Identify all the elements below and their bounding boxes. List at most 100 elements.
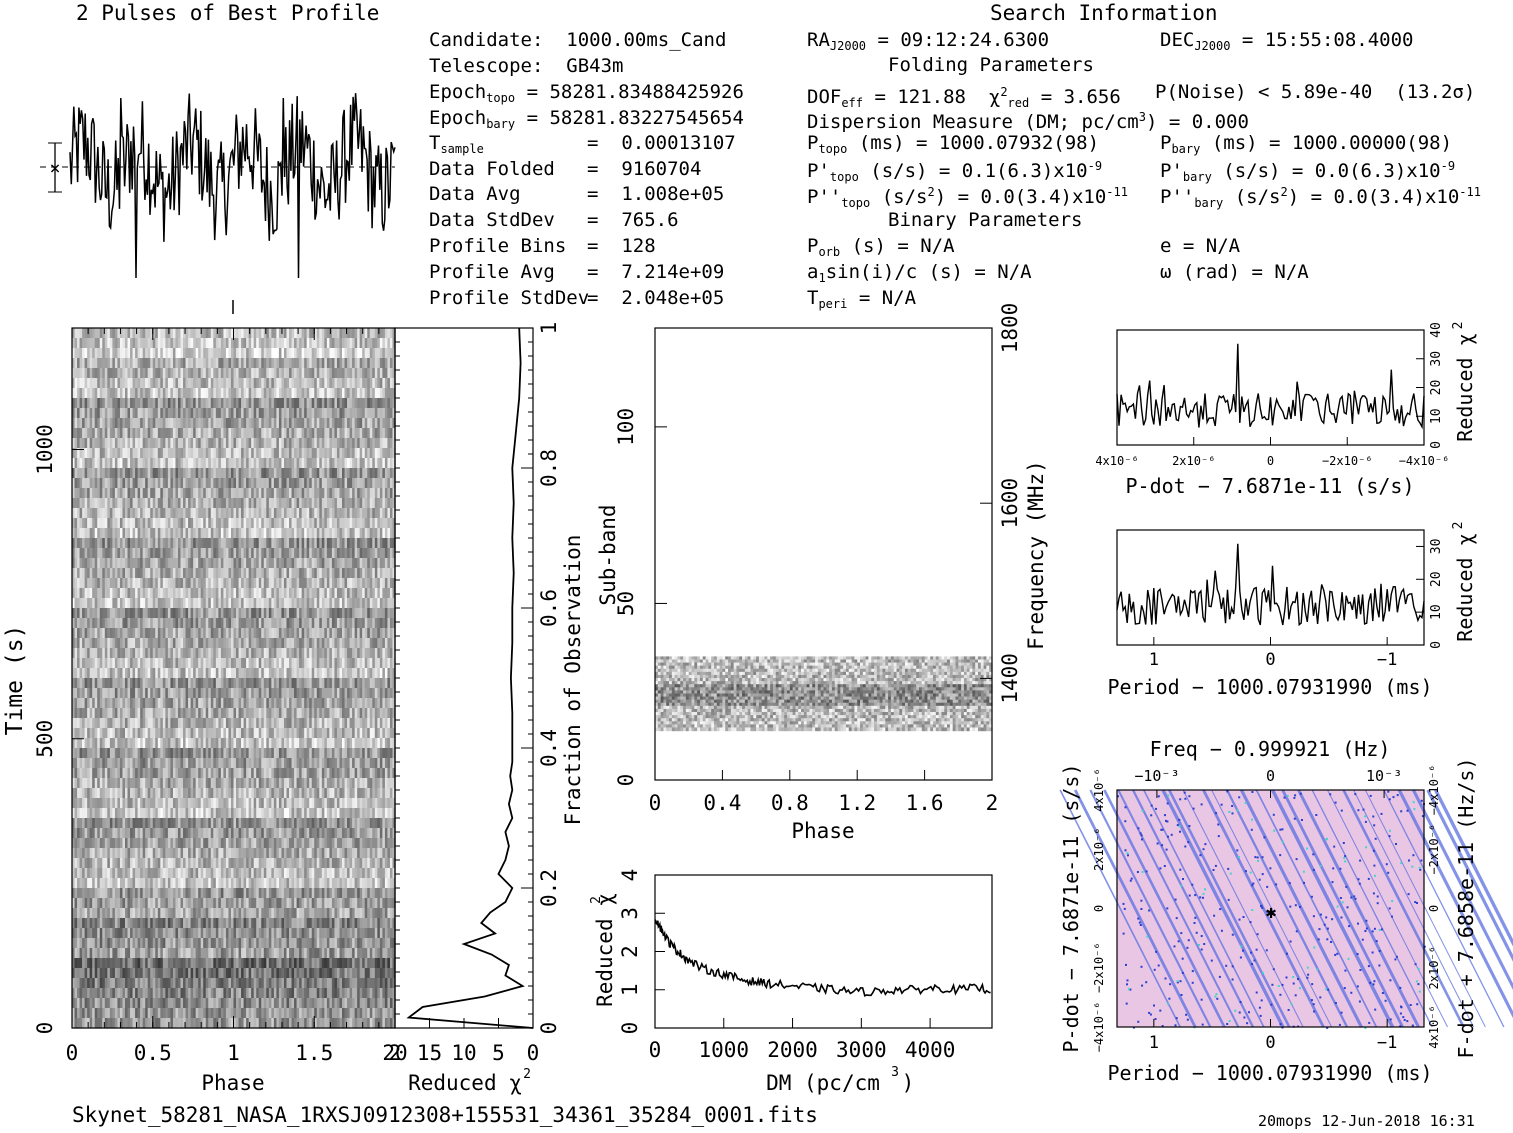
ppdot-stripe [1202,789,1325,1028]
profile-stddev-value: 2.048e+05 [621,287,725,309]
chi2-time-frame [394,327,534,1029]
tick-label: −4x10⁻⁶ [1092,1002,1106,1053]
y-axis-label: Reduced χ [1453,533,1477,641]
tick-label: 0 [1429,441,1444,449]
data-avg-value: 1.008e+05 [621,183,725,205]
tick-label: 0.4 [537,729,561,767]
tick-label: 0.4 [703,791,741,815]
ppdot-stripe [1073,789,1197,1028]
ppdot-stripe [1271,789,1395,1028]
tick-label: 1 [618,983,642,996]
ppdot-stripe [1281,789,1404,1028]
ppdot-stripe [1240,789,1363,1028]
pdot-chi2-plot: 4x10⁻⁶ 2x10⁻⁶ 0 −2x10⁻⁶ −4x10⁻⁶ 0 10 20 30 40 P-do… [1095,322,1477,498]
timestamp: 20mops 12-Jun-2018 16:31 [1258,1112,1475,1130]
y-axis-label: Reduced χ [593,893,617,1007]
tick-label: 3000 [836,1038,887,1062]
tick-label: 30 [1429,539,1444,555]
tick-label: 0 [649,791,662,815]
tick-label: 2000 [767,1038,818,1062]
info-telescope: Telescope: GB43m [429,55,624,77]
tick-label: −2x10⁻⁶ [1427,824,1441,875]
tick-label: 3 [618,907,642,920]
pddot-bary: P''bary (s/s2) = 0.0(3.4)x10-11 [1160,185,1481,210]
dec: DECJ2000 = 15:55:08.4000 [1160,29,1414,53]
tick-label: 3 [891,1065,899,1080]
ppdot-stripe [1089,789,1212,1028]
p-topo: Ptopo (ms) = 1000.07932(98) [807,132,1100,156]
tick-label: 1 [1149,1033,1159,1053]
ra: RAJ2000 = 09:12:24.6300 [807,29,1050,53]
ppdot-stripe [1397,789,1513,1019]
tick-label: 0 [1265,1033,1275,1053]
info-profile-avg: Profile Avg [429,261,555,283]
tick-label: 0 [1266,767,1275,785]
omega: ω (rad) = N/A [1160,261,1309,283]
tick-label: 0 [33,1022,57,1035]
tick-label: 2 [986,791,999,815]
dm-curve [654,919,991,997]
tick-label: 2x10⁻⁶ [1172,454,1215,468]
y-axis-label: P-dot − 7.6871e-11 (s/s) [1059,764,1083,1053]
tick-label: 10 [451,1041,476,1065]
tick-label: −2x10⁻⁶ [1092,942,1106,993]
tick-label: 0 [1429,641,1444,649]
y2-axis-label: Frequency (MHz) [1024,460,1048,650]
tick-label: −4x10⁻⁶ [1427,765,1441,816]
tick-label: 0 [537,1022,561,1035]
tick-label: 1 [1149,650,1159,670]
profile-trace [69,93,396,279]
tick-label: 1.5 [295,1041,333,1065]
tick-label: 500 [33,720,57,758]
y-axis-label: Reduced χ [1453,333,1477,441]
tick-label: −10⁻³ [1134,767,1179,785]
tick-label: 0.2 [537,869,561,907]
tick-label: 2 [589,896,604,904]
x-axis-label: P-dot − 7.6871e-11 (s/s) [1126,474,1415,498]
tick-label: 1000 [33,424,57,475]
tick-label: −1 [1377,650,1397,670]
time-phase-plot: 0 0.5 1 1.5 2 0 500 1000 Phase Time (s) [2,300,401,1095]
tick-label: 50 [614,591,638,616]
tick-label: 0 [1092,905,1106,912]
x-axis-label: Phase [201,1071,264,1095]
subband-frame [654,327,993,781]
ppdot-stripe [1342,789,1465,1028]
x-axis-label: Reduced χ [408,1071,522,1095]
y2-axis-label: F-dot + 7.6858e-11 (Hz/s) [1454,757,1478,1058]
ppdot-stripe [1143,789,1265,1028]
tick-label: 0.8 [771,791,809,815]
tick-label: 0.8 [537,449,561,487]
tick-label: 0 [66,1041,79,1065]
ppdot-stripe [1168,789,1291,1028]
folding-title: Folding Parameters [888,54,1094,76]
dm-chi2-plot: 0 1000 2000 3000 4000 0 1 2 3 4 DM (pc/cm 3) Reduced… [589,869,993,1095]
asini: a1sin(i)/c (s) = N/A [807,261,1032,285]
p-orb: Porb (s) = N/A [807,235,955,259]
pnoise: P(Noise) < 5.89e-40 (13.2σ) [1155,81,1476,103]
tick-label: 30 [1429,351,1444,367]
profile-title: 2 Pulses of Best Profile [76,1,380,25]
tick-label: 5 [492,1041,505,1065]
profile-bins-value: 128 [621,235,656,257]
dm-frame [654,874,993,1029]
tick-label: 2x10⁻⁶ [1092,828,1106,871]
x-axis-label: Period − 1000.07931990 (ms) [1107,675,1432,699]
info-data-folded: Data Folded [429,158,555,180]
panel-frame [1116,529,1425,646]
dm-line: Dispersion Measure (DM; pc/cm3) = 0.000 [807,110,1249,133]
ppdot-stripe [1311,789,1433,1028]
info-epoch-topo: Epochtopo = 58281.83488425926 [429,81,744,105]
info-profile-bins: Profile Bins [429,235,567,257]
ppdot-stripe [1211,789,1333,1028]
t-peri: Tperi = N/A [807,287,917,311]
dof: DOFeff = 121.88 χ2red = 3.656 [807,85,1121,110]
tick-label: 0 [527,1041,540,1065]
data-stddev-value: 765.6 [621,209,679,231]
ppdot-stripe [1364,789,1486,1028]
tick-label: 1 [537,322,561,335]
tick-label: 1000 [698,1038,749,1062]
tick-label: 0 [614,774,638,787]
